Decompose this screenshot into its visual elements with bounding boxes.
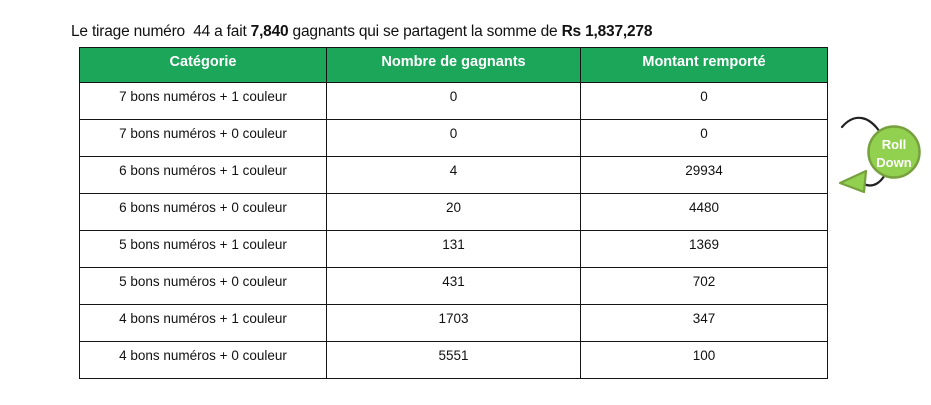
cell-category: 7 bons numéros + 1 couleur <box>79 82 327 120</box>
cell-winners: 4 <box>326 156 581 194</box>
cell-amount: 100 <box>580 341 828 379</box>
cell-amount: 0 <box>580 82 828 120</box>
header-row: Catégorie Nombre de gagnants Montant rem… <box>79 47 828 83</box>
roll-down-annotation: Roll Down <box>838 116 921 194</box>
cell-amount: 1369 <box>580 230 828 268</box>
table-row: 5 bons numéros + 0 couleur 431 702 <box>79 267 828 305</box>
roll-down-arrowhead-icon <box>838 169 868 194</box>
table-row: 4 bons numéros + 0 couleur 5551 100 <box>79 341 828 379</box>
cell-amount: 0 <box>580 119 828 157</box>
table-row-roll-down-target: 6 bons numéros + 1 couleur 4 29934 <box>79 156 828 194</box>
cell-winners: 1703 <box>326 304 581 342</box>
title-text-2: gagnants qui se partagent la somme de <box>288 23 562 40</box>
cell-winners: 20 <box>326 193 581 231</box>
cell-winners: 5551 <box>326 341 581 379</box>
cell-category: 4 bons numéros + 1 couleur <box>79 304 327 342</box>
cell-winners: 0 <box>326 119 581 157</box>
results-table: Catégorie Nombre de gagnants Montant rem… <box>79 47 828 379</box>
roll-down-label-line2: Down <box>876 155 911 170</box>
table-row: 7 bons numéros + 0 couleur 0 0 <box>79 119 828 157</box>
cell-amount: 4480 <box>580 193 828 231</box>
table-row: 5 bons numéros + 1 couleur 131 1369 <box>79 230 828 268</box>
table-row: 7 bons numéros + 1 couleur 0 0 <box>79 82 828 120</box>
page-title: Le tirage numéro 44 a fait 7,840 gagnant… <box>71 23 652 41</box>
cell-category: 5 bons numéros + 1 couleur <box>79 230 327 268</box>
cell-category: 7 bons numéros + 0 couleur <box>79 119 327 157</box>
column-header-nombre-de-gagnants: Nombre de gagnants <box>326 47 581 83</box>
title-winners-count: 7,840 <box>250 23 289 40</box>
cell-category: 5 bons numéros + 0 couleur <box>79 267 327 305</box>
cell-winners: 0 <box>326 82 581 120</box>
cell-category: 4 bons numéros + 0 couleur <box>79 341 327 379</box>
cell-category: 6 bons numéros + 0 couleur <box>79 193 327 231</box>
column-header-categorie: Catégorie <box>79 47 327 83</box>
roll-down-badge <box>867 125 921 179</box>
cell-amount: 702 <box>580 267 828 305</box>
cell-winners: 431 <box>326 267 581 305</box>
table-row: 4 bons numéros + 1 couleur 1703 347 <box>79 304 828 342</box>
cell-category: 6 bons numéros + 1 couleur <box>79 156 327 194</box>
cell-amount: 347 <box>580 304 828 342</box>
title-total-amount: Rs 1,837,278 <box>561 23 653 40</box>
roll-down-label-line1: Roll <box>882 137 907 152</box>
column-header-montant-remporte: Montant remporté <box>580 47 828 83</box>
cell-winners: 131 <box>326 230 581 268</box>
cell-amount: 29934 <box>580 156 828 194</box>
table-row: 6 bons numéros + 0 couleur 20 4480 <box>79 193 828 231</box>
title-text-1: Le tirage numéro 44 a fait <box>71 23 251 40</box>
